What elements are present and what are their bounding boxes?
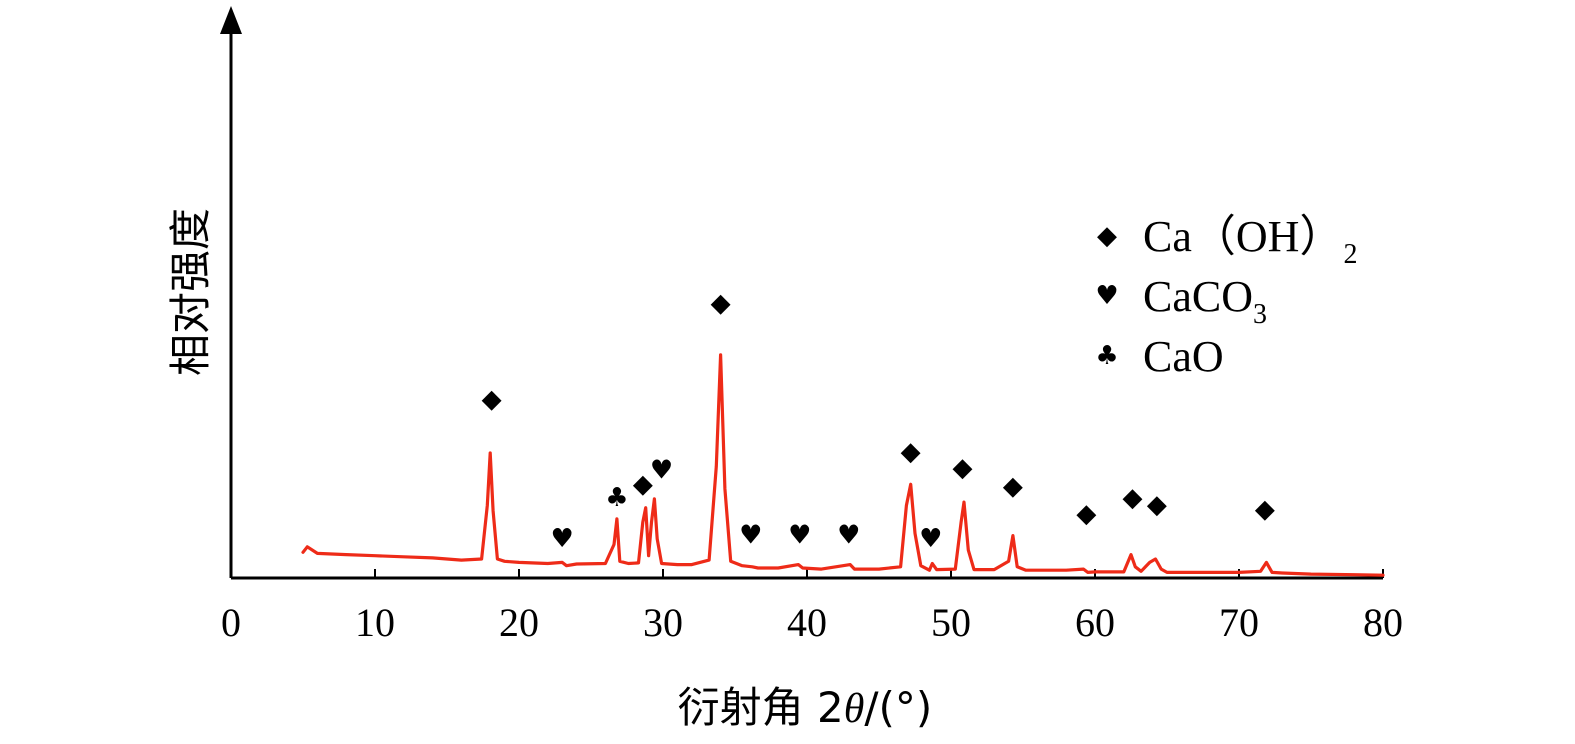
- heart-marker-legend: ♥: [1095, 281, 1118, 311]
- x-tick-label: 30: [643, 600, 683, 645]
- diamond-marker: ◆: [953, 453, 973, 483]
- diamond-marker: ◆: [1147, 490, 1167, 520]
- y-axis-arrow: [220, 6, 242, 34]
- x-axis-title-symbol: θ: [844, 686, 865, 732]
- diamond-marker: ◆: [633, 469, 653, 499]
- heart-marker: ♥: [650, 455, 673, 485]
- series-layer: [301, 353, 1385, 577]
- axes: 0 10 20 30 40 50 60 70 80: [220, 6, 1403, 645]
- club-marker-legend: ♣: [1095, 341, 1118, 371]
- x-tick-label: 80: [1363, 600, 1403, 645]
- heart-marker: ♥: [551, 524, 574, 554]
- diamond-marker: ◆: [901, 437, 921, 467]
- heart-marker: ♥: [919, 524, 942, 554]
- diamond-marker: ◆: [1122, 483, 1142, 513]
- club-marker: ♣: [605, 483, 628, 513]
- legend: ◆ Ca（OH）2 ♥ CaCO3 ♣ CaO: [1095, 212, 1357, 381]
- diamond-marker: ◆: [1003, 471, 1023, 501]
- x-tick-label: 50: [931, 600, 971, 645]
- x-tick-label: 0: [221, 600, 241, 645]
- legend-label: CaCO3: [1143, 272, 1267, 330]
- x-axis-title: 衍射角 2θ/(°): [678, 683, 933, 732]
- legend-label: CaO: [1143, 332, 1224, 381]
- x-tick-label: 40: [787, 600, 827, 645]
- peak-markers: ◆♥♣ ◆♥◆♥ ♥ ♥◆♥◆◆◆◆ ◆ ◆: [482, 288, 1275, 553]
- heart-marker: ♥: [837, 521, 860, 551]
- x-tick-label: 20: [499, 600, 539, 645]
- diamond-marker: ◆: [1076, 499, 1096, 529]
- diamond-marker-legend: ◆: [1097, 221, 1117, 251]
- diamond-marker: ◆: [711, 288, 731, 318]
- x-tick-label: 70: [1219, 600, 1259, 645]
- x-axis-title-prefix: 衍射角 2: [678, 683, 844, 732]
- x-tick-label: 60: [1075, 600, 1115, 645]
- y-axis-title: 相对强度: [166, 208, 215, 376]
- x-axis-title-suffix: /(°): [864, 683, 932, 732]
- x-tick-label: 10: [355, 600, 395, 645]
- heart-marker: ♥: [788, 521, 811, 551]
- xrd-pattern-line: [301, 353, 1385, 577]
- heart-marker: ♥: [739, 521, 762, 551]
- diamond-marker: ◆: [1255, 494, 1275, 524]
- diamond-marker: ◆: [482, 384, 502, 414]
- legend-label: Ca（OH）2: [1143, 212, 1357, 270]
